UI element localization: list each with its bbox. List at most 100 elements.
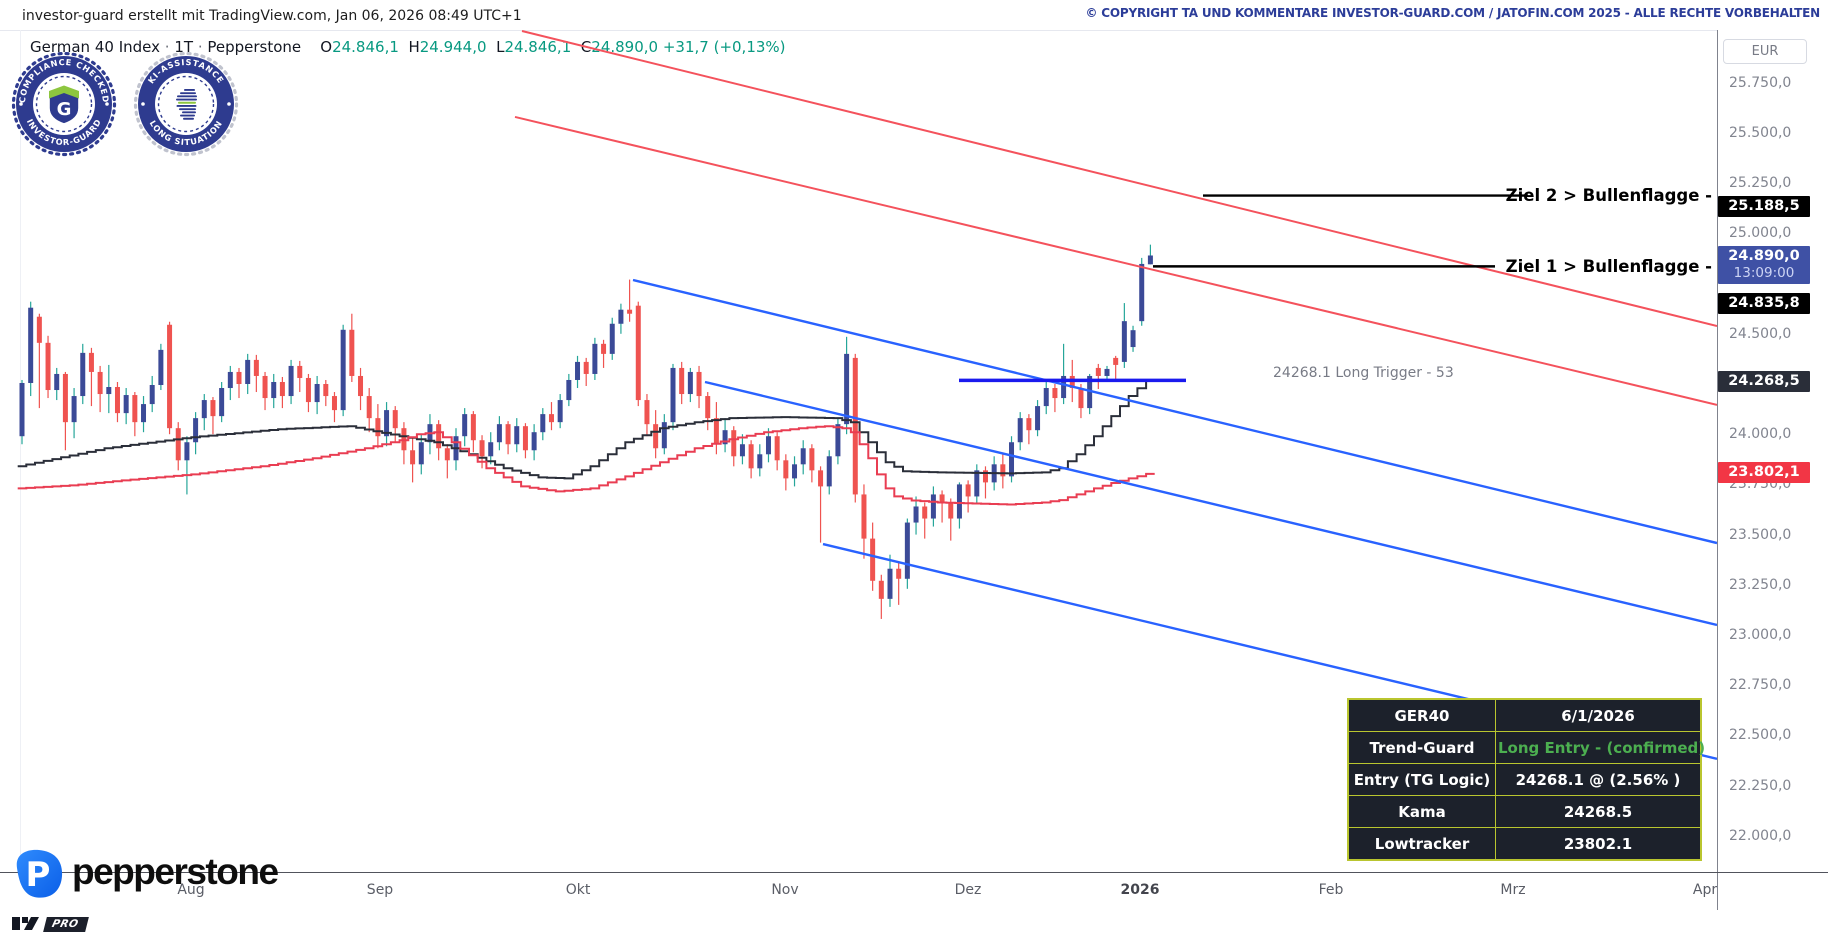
candle-up [609, 323, 615, 354]
candle-down [236, 371, 242, 384]
candle-up [453, 436, 459, 461]
tradingview-logo[interactable]: PRO [12, 915, 90, 933]
candle-up [80, 352, 86, 397]
candle-up [496, 424, 502, 443]
candle-down [470, 414, 476, 441]
table-label-cell: Trend-Guard [1347, 731, 1496, 764]
candle-up [592, 343, 598, 374]
candle-down [375, 418, 381, 437]
candle-up [1087, 375, 1093, 409]
candle-down [548, 414, 554, 423]
candle-down [253, 359, 259, 376]
table-row: Lowtracker 23802.1 [1347, 827, 1702, 861]
attribution-text: investor-guard erstellt mit TradingView.… [22, 8, 522, 24]
candle-up [28, 307, 34, 383]
blue-channel-1[interactable] [632, 278, 1717, 545]
candle-up [792, 464, 798, 479]
kama-line [17, 379, 1155, 480]
candle-down [297, 365, 303, 378]
time-axis-label: 2026 [1120, 882, 1160, 898]
candle-down [948, 502, 954, 519]
candle-down [1052, 388, 1058, 399]
candle-down [896, 568, 902, 579]
table-label-cell: GER40 [1347, 698, 1496, 732]
red-channel-lower[interactable] [514, 115, 1717, 406]
candle-up [887, 568, 893, 599]
candle-up [844, 353, 850, 425]
candle-down [922, 506, 928, 519]
candle-up [1017, 418, 1023, 443]
tradingview-icon [12, 917, 39, 930]
price-tick: 24.500,0 [1729, 325, 1792, 342]
certification-badges: COMPLIANCE CHECKED INVESTOR-GUARD G KI- [10, 50, 240, 158]
candle-down [965, 484, 971, 497]
broker-label[interactable]: Pepperstone [207, 38, 302, 56]
candle-up [427, 424, 433, 443]
candle-up [149, 385, 155, 405]
price-tick: 25.000,0 [1729, 225, 1792, 242]
candle-down [479, 440, 485, 457]
symbol-name[interactable]: German 40 Index [30, 38, 160, 56]
candle-down [583, 361, 589, 374]
candle-up [488, 442, 494, 457]
price-axis-border [1717, 30, 1718, 910]
table-row: Kama 24268.5 [1347, 795, 1702, 828]
candle-up [1130, 330, 1136, 348]
candle-down [1026, 418, 1032, 431]
candle-up [540, 414, 546, 433]
table-label-cell: Lowtracker [1347, 827, 1496, 861]
candle-down [731, 430, 737, 457]
candle-down [748, 444, 754, 469]
ziel2-price-label: 25.188,5 [1718, 196, 1810, 217]
change-value: +31,7 (+0,13%) [662, 38, 786, 56]
candle-up [826, 456, 832, 487]
red-channel-upper[interactable] [521, 30, 1717, 327]
candle-up [1009, 442, 1015, 477]
candle-up [1147, 255, 1153, 265]
price-axis[interactable]: EUR 25.750,0 25.500,0 25.250,0 25.000,0 24.5… [1717, 30, 1828, 910]
table-row: GER40 6/1/2026 [1347, 698, 1702, 732]
currency-button[interactable]: EUR [1723, 39, 1807, 64]
candle-up [1061, 375, 1067, 399]
compliance-checked-badge: COMPLIANCE CHECKED INVESTOR-GUARD G [11, 51, 117, 157]
candle-up [531, 432, 537, 451]
pepperstone-icon: P [16, 849, 63, 898]
lowtracker-line [17, 425, 1155, 506]
copyright-text: © COPYRIGHT TA UND KOMMENTARE INVESTOR-G… [1085, 6, 1820, 20]
candle-down [132, 395, 138, 423]
time-axis-label: Feb [1318, 882, 1344, 898]
candle-down [97, 371, 103, 395]
time-axis-label: Aug [177, 882, 205, 898]
candle-down [62, 373, 68, 423]
candle-up [384, 410, 390, 437]
lowtracker-price-label: 23.802,1 [1718, 462, 1810, 483]
time-axis-label: Apr [1692, 882, 1717, 898]
time-axis-label: Sep [366, 882, 394, 898]
candle-up [765, 436, 771, 455]
candle-up [271, 381, 277, 399]
candle-up [739, 444, 745, 457]
candle-down [774, 436, 780, 461]
candle-up [913, 506, 919, 523]
price-tick: 22.000,0 [1729, 827, 1792, 844]
price-tick: 24.000,0 [1729, 426, 1792, 443]
price-tick: 23.000,0 [1729, 627, 1792, 643]
candlestick-series [19, 244, 1153, 619]
candle-up [514, 426, 520, 445]
price-tick: 23.500,0 [1729, 526, 1792, 543]
candle-up [340, 329, 346, 411]
candle-down [410, 450, 416, 465]
svg-text:G: G [57, 99, 72, 120]
candle-up [670, 367, 676, 423]
blue-channel-2[interactable] [704, 380, 1717, 627]
candle-down [852, 357, 858, 495]
candle-up [991, 464, 997, 483]
candle-down [870, 538, 876, 581]
ohlc-close: C24.890,0 [580, 38, 659, 56]
candle-down [279, 381, 285, 397]
time-axis[interactable]: Aug Sep Okt Nov Dez 2026 Feb Mrz Apr [0, 872, 1717, 910]
ohlc-high: H24.944,0 [408, 38, 487, 56]
interval-label[interactable]: 1T [174, 38, 194, 56]
tv-pro-badge: PRO [43, 916, 90, 932]
ai-head-icon [176, 89, 197, 120]
